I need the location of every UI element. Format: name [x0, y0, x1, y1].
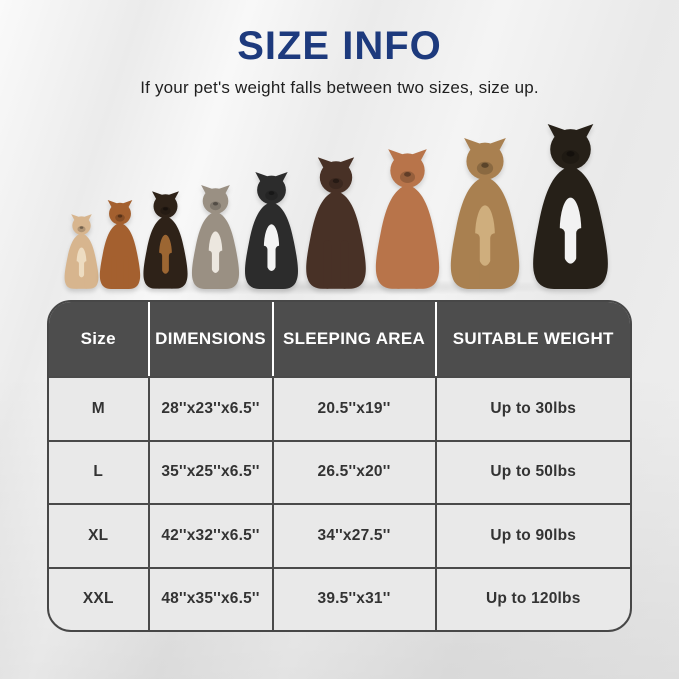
column-header-sleeping-area: SLEEPING AREA [274, 302, 437, 376]
german-shepherd-illustration [438, 138, 531, 289]
sleeping-area-cell: 34''x27.5'' [274, 505, 437, 567]
suitable-weight-cell: Up to 90lbs [490, 526, 577, 544]
table-row-xxl: XXL 48''x35''x6.5'' 39.5''x31'' Up to 120lb… [49, 566, 630, 630]
column-header-size: Size [49, 302, 150, 376]
suitable-weight-cell: Up to 50lbs [490, 463, 577, 481]
size-cell: L [49, 441, 150, 503]
size-cell: XL [49, 505, 150, 567]
dimensions-cell: 35''x25''x6.5'' [150, 441, 274, 503]
size-cell: XXL [49, 568, 150, 630]
column-header-suitable-weight: SUITABLE WEIGHT [452, 329, 614, 348]
page-subtitle: If your pet's weight falls between two s… [140, 78, 539, 97]
dogs-row [58, 124, 621, 289]
table-body: M 28''x23''x6.5'' 20.5''x19'' Up to 30lbs L 3… [49, 376, 630, 630]
dimensions-cell: 42''x32''x6.5'' [150, 505, 274, 567]
size-table: Size DIMENSIONS SLEEPING AREA SUITABLE WEIG… [47, 300, 632, 632]
sleeping-area-cell: 39.5''x31'' [274, 568, 437, 630]
table-row-l: L 35''x25''x6.5'' 26.5''x20'' Up to 50lbs [49, 439, 630, 503]
sleeping-area-cell: 26.5''x20'' [274, 441, 437, 503]
dimensions-cell: 48''x35''x6.5'' [150, 568, 274, 630]
size-cell: M [49, 378, 150, 440]
dimensions-cell: 28''x23''x6.5'' [150, 378, 274, 440]
table-header-row: Size DIMENSIONS SLEEPING AREA SUITABLE WEIG… [49, 302, 630, 376]
sleeping-area-cell: 20.5''x19'' [274, 378, 437, 440]
page-title: SIZE INFO [237, 24, 442, 68]
column-header-dimensions: DIMENSIONS [150, 302, 274, 376]
table-row-xl: XL 42''x32''x6.5'' 34''x27.5'' Up to 90lbs [49, 503, 630, 567]
suitable-weight-cell: Up to 30lbs [490, 399, 577, 417]
suitable-weight-cell: Up to 120lbs [485, 590, 581, 608]
table-row-m: M 28''x23''x6.5'' 20.5''x19'' Up to 30lbs [49, 376, 630, 440]
bernese-mountain-dog-illustration [519, 124, 621, 289]
